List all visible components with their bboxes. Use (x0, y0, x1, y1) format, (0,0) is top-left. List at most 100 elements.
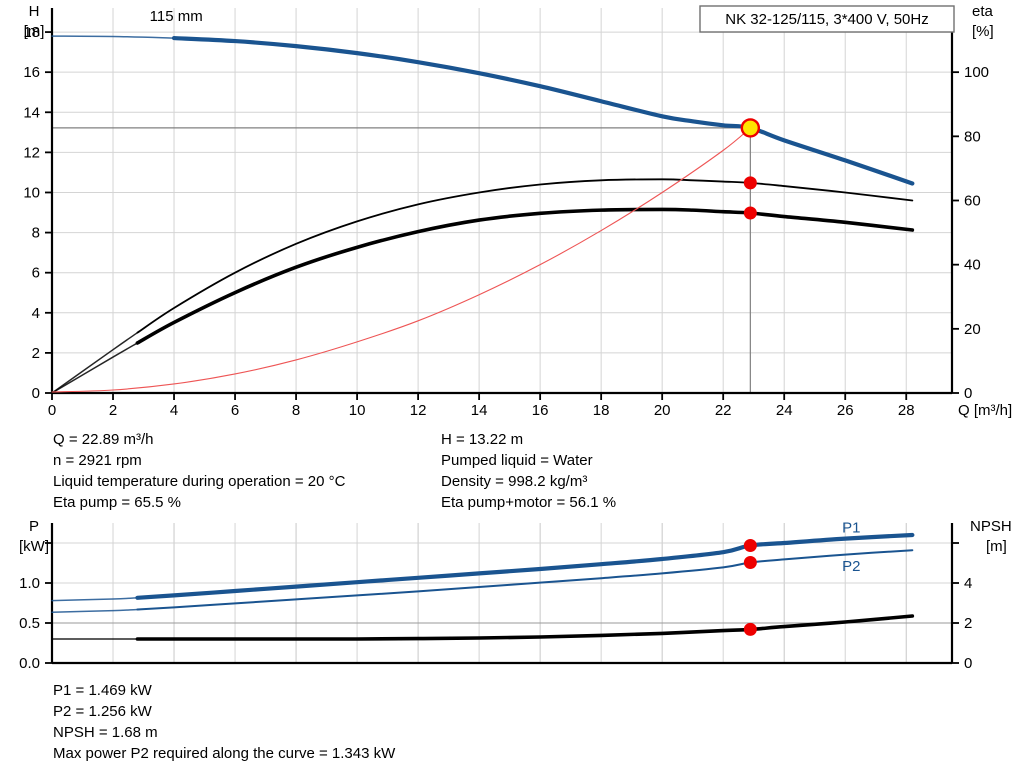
curve-eta-pump-motor (51, 207, 915, 394)
axis-titles: H [m] eta [%] Q [m³/h] (24, 3, 1013, 419)
curve-line-extrapolated (51, 330, 140, 394)
axis-titles: P [kW] NPSH [m] (19, 518, 1012, 555)
x-tick-label: 28 (898, 402, 915, 419)
duty-info-line: Pumped liquid = Water (441, 452, 593, 469)
power-info-line: P2 = 1.256 kW (53, 703, 152, 720)
y-tick-label-right: 100 (964, 64, 989, 81)
y-axis-right-unit: [%] (972, 23, 994, 40)
power-npsh-chart: 0.0 0.5 1.0 0 2 4 P [kW] NPSH [m] P1 P2 (19, 518, 1012, 672)
duty-dot-eta-pump-motor[interactable] (743, 206, 757, 220)
x-tick-label: 6 (231, 402, 239, 419)
y-axis-right-title: NPSH (970, 518, 1012, 535)
duty-info-line: n = 2921 rpm (53, 452, 142, 469)
y-tick-label-right: 2 (964, 615, 972, 632)
axes (50, 8, 954, 395)
x-tick-label: 12 (410, 402, 427, 419)
duty-info-line: Q = 22.89 m³/h (53, 431, 154, 448)
curve-line (136, 178, 914, 334)
y-tick-label-right: 4 (964, 575, 972, 592)
y-tick-label-right: 40 (964, 257, 981, 274)
p2-curve-label: P2 (842, 558, 860, 575)
duty-point-marker[interactable] (740, 118, 761, 138)
y-tick-label-left: 0.0 (19, 655, 40, 672)
curve-line-extrapolated (51, 608, 140, 613)
power-info-line: Max power P2 required along the curve = … (53, 745, 396, 762)
x-tick-label: 14 (471, 402, 488, 419)
x-tick-label: 22 (715, 402, 732, 419)
x-tick-label: 18 (593, 402, 610, 419)
y-tick-label-left: 4 (32, 305, 40, 322)
curve-eta-pump (51, 178, 914, 394)
duty-dot-p1[interactable] (743, 538, 757, 552)
title-box-label: NK 32-125/115, 3*400 V, 50Hz (725, 11, 928, 28)
curve-head (51, 35, 915, 186)
curve-line (171, 35, 915, 186)
y-tick-label-left: 0 (32, 385, 40, 402)
p1-curve-label: P1 (842, 520, 860, 537)
y-tick-label-left: 0.5 (19, 615, 40, 632)
impeller-size-label: 115 mm (150, 8, 203, 25)
y-tick-label-right: 0 (964, 385, 972, 402)
duty-dot-eta-pump[interactable] (743, 176, 757, 190)
y-axis-right-unit: [m] (986, 538, 1007, 555)
x-tick-label: 24 (776, 402, 793, 419)
title-box-frame (699, 5, 955, 33)
duty-dot-npsh[interactable] (743, 622, 757, 636)
curve-p1 (51, 532, 915, 602)
y-axis-left-title: P (29, 518, 39, 535)
duty-info-line: Density = 998.2 kg/m³ (441, 473, 588, 490)
y-tick-label-right: 0 (964, 655, 972, 672)
duty-point-markers (740, 118, 761, 220)
y-tick-label-left: 18 (23, 24, 40, 41)
y-axis-left-unit: [m] (24, 23, 45, 40)
duty-info-line: H = 13.22 m (441, 431, 524, 448)
duty-info-left-column: Q = 22.89 m³/h n = 2921 rpm Liquid tempera… (53, 429, 345, 513)
duty-info-line: Eta pump = 65.5 % (53, 494, 181, 511)
power-info-line: NPSH = 1.68 m (53, 724, 158, 741)
power-info-block: P1 = 1.469 kW P2 = 1.256 kW NPSH = 1.68 m M… (53, 680, 395, 764)
curve-line-extrapolated (51, 35, 175, 39)
x-tick-label: 8 (292, 402, 300, 419)
y-tick-label-left: 1.0 (19, 575, 40, 592)
curve-line-extrapolated (51, 341, 140, 394)
y-tick-label-right: 80 (964, 128, 981, 145)
curve-line (135, 532, 915, 600)
y-tick-label-left: 8 (32, 225, 40, 242)
y-tick-label-left: 6 (32, 265, 40, 282)
y-axis-left-title: H (29, 3, 40, 20)
duty-info-right-column: H = 13.22 m Pumped liquid = Water Density … (441, 429, 616, 513)
curve-line (135, 614, 915, 641)
x-axis-title: Q [m³/h] (958, 402, 1012, 419)
duty-info-line: Liquid temperature during operation = 20… (53, 473, 346, 490)
y-tick-label-left: 14 (23, 104, 40, 121)
duty-dot-p2[interactable] (743, 556, 757, 570)
curve-system-resistance (51, 127, 751, 393)
curve-line-extrapolated (51, 596, 140, 602)
y-axis-left-unit: [kW] (19, 538, 49, 555)
power-info-line: P1 = 1.469 kW (53, 682, 152, 699)
x-tick-label: 0 (48, 402, 56, 419)
x-tick-label: 16 (532, 402, 549, 419)
y-axis-right-title: eta (972, 3, 994, 20)
y-tick-label-right: 60 (964, 193, 981, 210)
x-tick-label: 10 (349, 402, 366, 419)
y-tick-label-left: 16 (23, 64, 40, 81)
curve-p2 (51, 549, 914, 613)
curve-npsh (51, 614, 915, 641)
curve-line (136, 549, 914, 611)
y-tick-label-right: 20 (964, 321, 981, 338)
title-box: NK 32-125/115, 3*400 V, 50Hz (699, 5, 955, 33)
y-tick-label-left: 10 (23, 184, 40, 201)
x-tick-label: 20 (654, 402, 671, 419)
x-tick-label: 4 (170, 402, 178, 419)
curve-line (51, 127, 751, 393)
duty-point-markers (743, 538, 757, 636)
duty-info-line: Eta pump+motor = 56.1 % (441, 494, 617, 511)
y-tick-label-left: 12 (23, 144, 40, 161)
x-tick-label: 26 (837, 402, 854, 419)
grid-lines (51, 523, 952, 664)
x-tick-label: 2 (109, 402, 117, 419)
